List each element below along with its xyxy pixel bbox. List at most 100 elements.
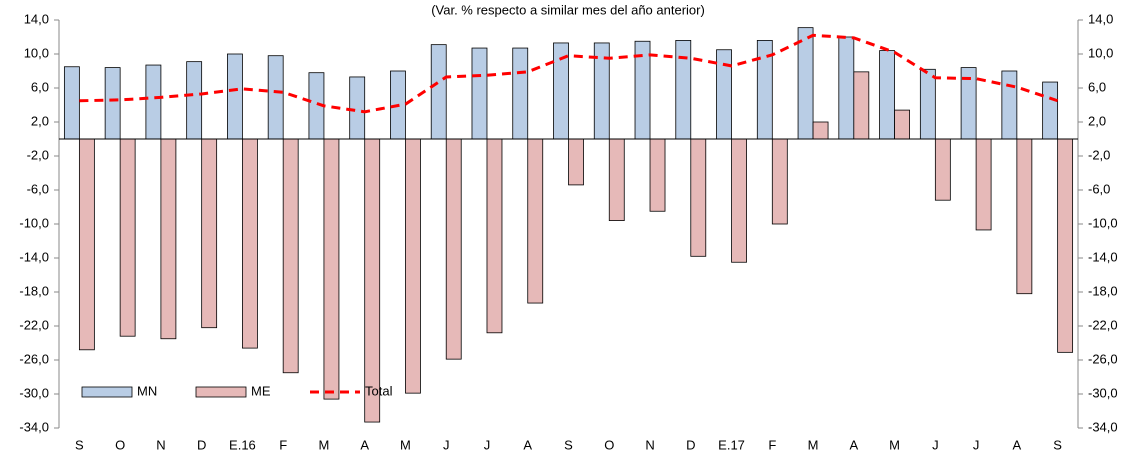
y-tick-label: -26,0 (19, 351, 49, 366)
bar (323, 138, 340, 400)
x-tick-label: E.16 (229, 437, 256, 452)
x-tick-label: A (1013, 437, 1022, 452)
x-tick-label: J (973, 437, 980, 452)
x-tick-label: E.17 (718, 437, 745, 452)
bar (63, 66, 80, 140)
x-tick-label: M (808, 437, 819, 452)
y-tick-label: -10,0 (19, 215, 49, 230)
legend-label: Total (365, 383, 393, 398)
bar (349, 76, 366, 140)
bar (797, 27, 814, 140)
y2-tick-label: -26,0 (1088, 351, 1118, 366)
bar (934, 138, 951, 201)
bar (267, 55, 284, 140)
y2-tick-label: -10,0 (1088, 215, 1118, 230)
bar (430, 44, 447, 140)
bar (919, 68, 936, 140)
bar (78, 138, 95, 351)
y2-tick-label: -6,0 (1088, 181, 1110, 196)
x-tick-label: A (523, 437, 532, 452)
bar (201, 138, 218, 329)
x-tick-label: J (484, 437, 491, 452)
y-tick-label: 6,0 (31, 79, 49, 94)
y2-tick-label: -22,0 (1088, 317, 1118, 332)
bar (690, 138, 707, 257)
x-tick-label: M (319, 437, 330, 452)
bar (838, 36, 855, 140)
x-tick-label: S (564, 437, 573, 452)
y-tick-label: -18,0 (19, 283, 49, 298)
y-tick-label: -2,0 (27, 147, 49, 162)
bar (731, 138, 747, 263)
bar (145, 64, 162, 140)
bar (471, 47, 488, 140)
y2-tick-label: -18,0 (1088, 283, 1118, 298)
bar (1001, 70, 1018, 140)
bar (282, 138, 299, 374)
line (79, 33, 1059, 114)
bar (812, 121, 829, 140)
x-tick-label: N (156, 437, 165, 452)
chart-title: (Var. % respecto a similar mes del año a… (431, 2, 705, 17)
bar (975, 138, 992, 231)
bar (242, 138, 258, 349)
x-tick-label: M (400, 437, 411, 452)
y-tick-label: -34,0 (19, 419, 49, 434)
x-tick-label: J (932, 437, 939, 452)
bar (486, 138, 503, 334)
bar (1042, 81, 1059, 140)
bar (608, 138, 625, 221)
x-tick-label: F (279, 437, 287, 452)
x-tick-label: A (360, 437, 369, 452)
bar (160, 138, 177, 340)
bar (649, 138, 666, 212)
bar (894, 109, 910, 140)
y2-tick-label: -34,0 (1088, 419, 1118, 434)
y-tick-label: -6,0 (27, 181, 49, 196)
bar (527, 138, 544, 304)
y-tick-label: -22,0 (19, 317, 49, 332)
x-tick-label: A (849, 437, 858, 452)
x-tick-label: O (604, 437, 614, 452)
x-tick-label: N (645, 437, 654, 452)
bar (512, 47, 529, 140)
bar (405, 138, 421, 394)
bar (771, 138, 788, 225)
y2-tick-label: -2,0 (1088, 147, 1110, 162)
legend-label: MN (137, 383, 157, 398)
y2-tick-label: 14,0 (1088, 11, 1113, 26)
bar (879, 50, 895, 140)
x-tick-label: J (443, 437, 450, 452)
bar (104, 67, 121, 140)
bar (1016, 138, 1033, 295)
y-tick-label: -30,0 (19, 385, 49, 400)
bar (445, 138, 462, 360)
y-tick-label: 14,0 (24, 11, 49, 26)
y2-tick-label: -14,0 (1088, 249, 1118, 264)
y-tick-label: -14,0 (19, 249, 49, 264)
bar (119, 138, 136, 337)
x-tick-label: D (197, 437, 206, 452)
x-tick-label: F (768, 437, 776, 452)
bar (364, 138, 381, 423)
x-tick-label: S (1053, 437, 1062, 452)
legend-swatch (195, 386, 247, 398)
bar (675, 40, 692, 140)
bar (568, 138, 584, 186)
y2-tick-label: -30,0 (1088, 385, 1118, 400)
x-tick-label: O (115, 437, 125, 452)
y2-tick-label: 2,0 (1088, 113, 1106, 128)
y2-tick-label: 6,0 (1088, 79, 1106, 94)
x-tick-label: D (686, 437, 695, 452)
legend-label: ME (251, 383, 271, 398)
legend-swatch (81, 386, 133, 398)
x-tick-label: M (889, 437, 900, 452)
y2-tick-label: 10,0 (1088, 45, 1113, 60)
y-tick-label: 10,0 (24, 45, 49, 60)
bar (853, 71, 870, 140)
x-tick-label: S (75, 437, 84, 452)
bar (227, 53, 243, 140)
y-tick-label: 2,0 (31, 113, 49, 128)
bar (1057, 138, 1074, 353)
